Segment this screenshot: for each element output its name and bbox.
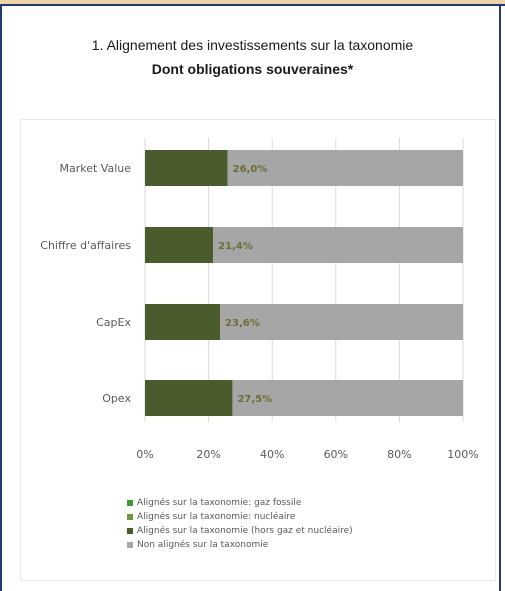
data-label: 26,0% <box>233 164 268 175</box>
chart-container <box>20 119 496 581</box>
bar-segment <box>145 227 214 263</box>
legend-swatch <box>127 528 133 534</box>
x-tick-label: 20% <box>196 448 220 461</box>
category-label: Market Value <box>59 162 131 175</box>
legend-label: Alignés sur la taxonomie: gaz fossile <box>137 498 302 508</box>
legend-swatch <box>127 500 133 506</box>
x-tick-label: 80% <box>387 448 411 461</box>
legend-swatch <box>127 542 133 548</box>
bar-segment <box>220 304 463 340</box>
legend-swatch <box>127 514 133 520</box>
bar-segment <box>145 150 228 186</box>
x-tick-label: 0% <box>136 448 153 461</box>
legend-item: Alignés sur la taxonomie (hors gaz et nu… <box>127 524 353 538</box>
chart-legend: Alignés sur la taxonomie: gaz fossile Ali… <box>127 496 353 552</box>
data-label: 21,4% <box>218 241 253 252</box>
legend-label: Alignés sur la taxonomie: nucléaire <box>137 512 296 522</box>
category-label: CapEx <box>96 316 131 329</box>
legend-label: Alignés sur la taxonomie (hors gaz et nu… <box>137 526 353 536</box>
legend-item: Non alignés sur la taxonomie <box>127 538 353 552</box>
x-tick-label: 60% <box>324 448 348 461</box>
legend-label: Non alignés sur la taxonomie <box>137 540 269 550</box>
category-label: Opex <box>102 392 131 405</box>
chart-title: 1. Alignement des investissements sur la… <box>91 37 414 53</box>
x-tick-label: 100% <box>447 448 478 461</box>
category-label: Chiffre d'affaires <box>40 239 131 252</box>
bar-segment <box>227 150 463 186</box>
bar-segment <box>145 304 221 340</box>
x-tick-label: 40% <box>260 448 284 461</box>
bar-segment <box>145 380 233 416</box>
top-banner-strip <box>0 0 505 6</box>
data-label: 27,5% <box>237 394 272 405</box>
bar-segment <box>213 227 463 263</box>
labels-layer: 0% 20% 40% 60% 80% 100% Market Value 26,0% Chiff… <box>40 162 478 461</box>
data-label: 23,6% <box>225 318 260 329</box>
legend-item: Alignés sur la taxonomie: nucléaire <box>127 510 353 524</box>
legend-item: Alignés sur la taxonomie: gaz fossile <box>127 496 353 510</box>
bar-segment <box>232 380 463 416</box>
bars-layer <box>145 150 463 416</box>
chart-subtitle: Dont obligations souveraines* <box>151 61 354 77</box>
page-frame <box>0 6 501 591</box>
